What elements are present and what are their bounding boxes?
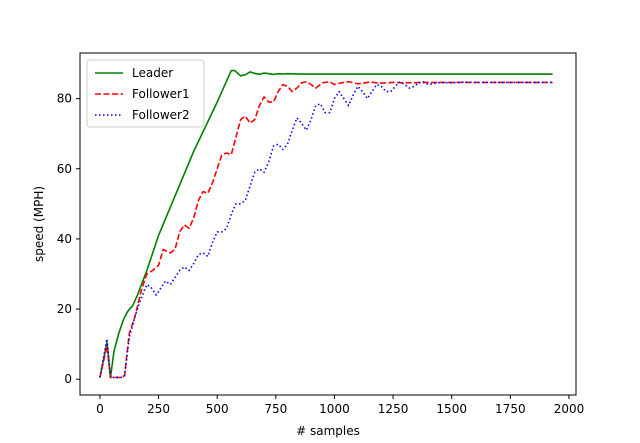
plot-area-frame [79,52,577,396]
plot-series-group [99,69,553,379]
y-tick-label: 20 [57,302,72,316]
x-tick-label: 1500 [436,402,467,416]
x-tick-label: 1750 [495,402,526,416]
x-tick-label: 250 [147,402,170,416]
x-tick-label: 500 [206,402,229,416]
x-tick-label: 0 [96,402,104,416]
y-axis-ticks: 0 20 40 60 80 [57,92,80,386]
y-tick-label: 80 [57,92,72,106]
series-line-leader [99,69,553,379]
y-tick-label: 0 [64,372,72,386]
legend-label-leader: Leader [132,66,173,80]
legend-box [86,59,205,128]
x-tick-label: 1000 [319,402,350,416]
legend-label-follower2: Follower2 [132,108,190,122]
series-line-follower2 [99,80,553,379]
series-line-follower1 [99,80,553,379]
y-tick-label: 60 [57,162,72,176]
x-axis-label: # samples [296,424,360,438]
x-axis-ticks: 0 250 500 750 1000 1250 1500 1750 2000 [96,395,584,416]
y-tick-label: 40 [57,232,72,246]
legend-label-follower1: Follower1 [132,87,190,101]
x-tick-label: 2000 [554,402,585,416]
legend: Leader Follower1 Follower2 [86,59,205,128]
x-tick-label: 1250 [378,402,409,416]
x-tick-label: 750 [264,402,287,416]
y-axis-label: speed (MPH) [32,186,46,262]
